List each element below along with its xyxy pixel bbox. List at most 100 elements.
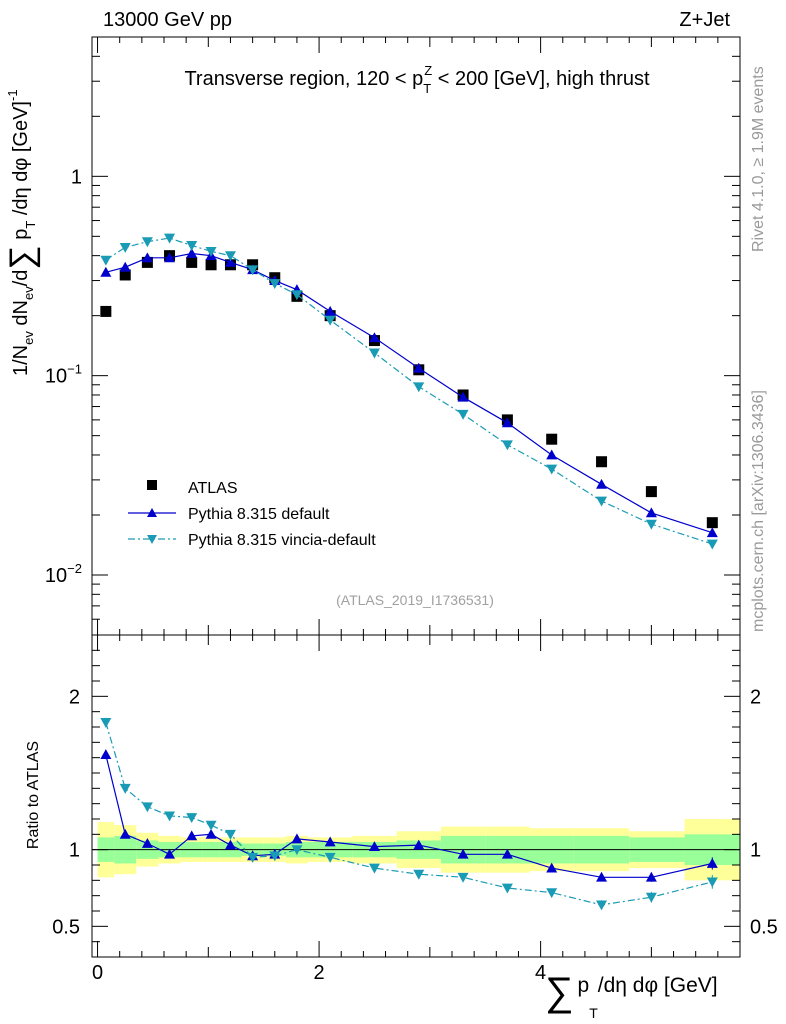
ratio-vincia-point bbox=[247, 852, 259, 863]
xlabel-rest: /dη dφ [GeV] bbox=[598, 974, 718, 997]
pythia-default-point bbox=[645, 507, 657, 518]
ylabel-e: /d bbox=[10, 270, 32, 287]
title-post: < 200 [GeV], high thrust bbox=[432, 68, 650, 90]
ratio-pythia-default-point bbox=[100, 749, 112, 759]
legend-label-vincia: Pythia 8.315 vincia-default bbox=[188, 532, 376, 549]
ylabel-b: ev bbox=[21, 331, 36, 345]
vincia-point bbox=[706, 539, 718, 550]
vincia-point bbox=[413, 382, 425, 393]
ratio-vincia-point bbox=[269, 851, 281, 862]
ratio-vincia-point bbox=[546, 888, 558, 899]
ratio-vincia-point bbox=[100, 718, 112, 728]
pythia-default-point bbox=[141, 252, 153, 263]
vincia-point bbox=[368, 348, 380, 359]
title-sub: T bbox=[423, 81, 431, 96]
ratio-panel: 0.5 1 2 0.5 1 2 0 2 4 Ratio to ATLAS ∑ pT… bbox=[25, 634, 778, 1021]
pythia-default-point bbox=[457, 391, 469, 402]
y-tick-label-1: 1 bbox=[71, 166, 82, 188]
x-tick-label-4: 4 bbox=[535, 962, 546, 984]
ratio-y-tick-2-right: 2 bbox=[750, 686, 761, 708]
header-left: 13000 GeV pp bbox=[103, 9, 232, 31]
ratio-vincia-point bbox=[119, 783, 131, 794]
vincia-point bbox=[247, 265, 259, 276]
ratio-y-axis-label: Ratio to ATLAS bbox=[25, 741, 42, 849]
xlabel-sub: T bbox=[589, 1005, 598, 1021]
pythia-default-point bbox=[186, 248, 198, 258]
ylabel-g: T bbox=[23, 221, 38, 229]
y-tick-label-0.01-base: 10 bbox=[45, 565, 67, 587]
x-tick-label-0: 0 bbox=[92, 962, 103, 984]
ratio-series bbox=[100, 717, 718, 911]
pythia-default-point bbox=[368, 332, 380, 343]
ratio-pythia-default-point bbox=[501, 848, 513, 859]
ratio-pythia-default-point bbox=[119, 828, 131, 839]
ylabel-c: dN bbox=[10, 300, 32, 331]
x-tick-label-2: 2 bbox=[314, 962, 325, 984]
ratio-y-tick-1-left: 1 bbox=[69, 840, 80, 862]
pythia-default-point bbox=[119, 261, 131, 272]
vincia-point bbox=[645, 519, 657, 530]
ratio-pythia-default-point bbox=[324, 836, 336, 847]
ratio-vincia-point bbox=[501, 883, 513, 894]
vincia-point bbox=[119, 242, 131, 253]
main-series bbox=[100, 233, 718, 550]
ratio-y-tick-2-left: 2 bbox=[69, 686, 80, 708]
pythia-default-point bbox=[413, 362, 425, 373]
ratio-pythia-default-point bbox=[546, 862, 558, 873]
ratio-vincia-point bbox=[368, 863, 380, 874]
ylabel-f: p bbox=[10, 229, 32, 246]
ratio-y-tick-1-right: 1 bbox=[750, 840, 761, 862]
vincia-point bbox=[100, 255, 112, 266]
ratio-axis-ticks bbox=[92, 634, 740, 957]
ratio-pythia-default-point bbox=[368, 841, 380, 851]
title-pre: Transverse region, 120 < p bbox=[184, 68, 423, 90]
main-axis-ticks bbox=[92, 36, 740, 636]
ratio-vincia-point bbox=[205, 820, 217, 831]
ratio-vincia-point bbox=[596, 900, 608, 911]
ratio-y-tick-0.5-left: 0.5 bbox=[52, 916, 80, 938]
pythia-default-point bbox=[706, 527, 718, 538]
ratio-pythia-default-point bbox=[205, 828, 217, 839]
legend-marker-pythia-default bbox=[147, 508, 157, 517]
pythia-default-point bbox=[324, 305, 336, 316]
legend-label-pythia-default: Pythia 8.315 default bbox=[188, 506, 330, 523]
legend-marker-vincia bbox=[147, 535, 157, 544]
atlas-point bbox=[546, 433, 558, 445]
atlas-point bbox=[596, 456, 608, 468]
ratio-pythia-default-point bbox=[164, 848, 176, 859]
ratio-vincia-point bbox=[457, 872, 469, 883]
vincia-point bbox=[457, 409, 469, 420]
main-y-tick-labels: 1 10−1 10−2 bbox=[45, 166, 82, 587]
ratio-pythia-default-point bbox=[706, 857, 718, 868]
vincia-point bbox=[141, 237, 153, 248]
ratio-pythia-default-point bbox=[457, 848, 469, 859]
vincia-point bbox=[186, 241, 198, 251]
ratio-frame bbox=[91, 634, 741, 958]
pythia-default-point bbox=[546, 449, 558, 460]
vincia-line bbox=[105, 237, 713, 545]
vincia-point bbox=[596, 496, 608, 507]
vincia-point bbox=[224, 251, 236, 262]
atlas-point bbox=[205, 259, 217, 271]
ylabel-h: /dη dφ [GeV] bbox=[10, 101, 32, 221]
atlas-point bbox=[645, 486, 657, 498]
vincia-point bbox=[205, 247, 217, 257]
ratio-pythia-default-point bbox=[141, 838, 153, 848]
ratio-vincia-point bbox=[324, 852, 336, 863]
ratio-pythia-default-point bbox=[596, 871, 608, 882]
ratio-vincia-point bbox=[164, 811, 176, 822]
ratio-vincia-point bbox=[291, 845, 303, 856]
vincia-point bbox=[269, 279, 281, 289]
xlabel-sum: ∑ bbox=[545, 970, 574, 1014]
ratio-vincia-point bbox=[413, 869, 425, 880]
pythia-default-point bbox=[100, 266, 112, 277]
side-rivet-label: Rivet 4.1.0, ≥ 1.9M events bbox=[750, 66, 767, 252]
ratio-pythia-default-point bbox=[186, 830, 198, 841]
side-mcplots-label: mcplots.cern.ch [arXiv:1306.3436] bbox=[750, 390, 767, 632]
main-y-axis-label: 1/Nev dNev/d∑ pT /dη dφ [GeV]-1 bbox=[3, 89, 41, 376]
ratio-pythia-default-point bbox=[224, 839, 236, 850]
vincia-point bbox=[324, 315, 336, 326]
atlas-point bbox=[119, 269, 131, 281]
ratio-vincia-point bbox=[224, 829, 236, 840]
legend: ATLAS Pythia 8.315 default Pythia 8.315 … bbox=[128, 480, 376, 549]
